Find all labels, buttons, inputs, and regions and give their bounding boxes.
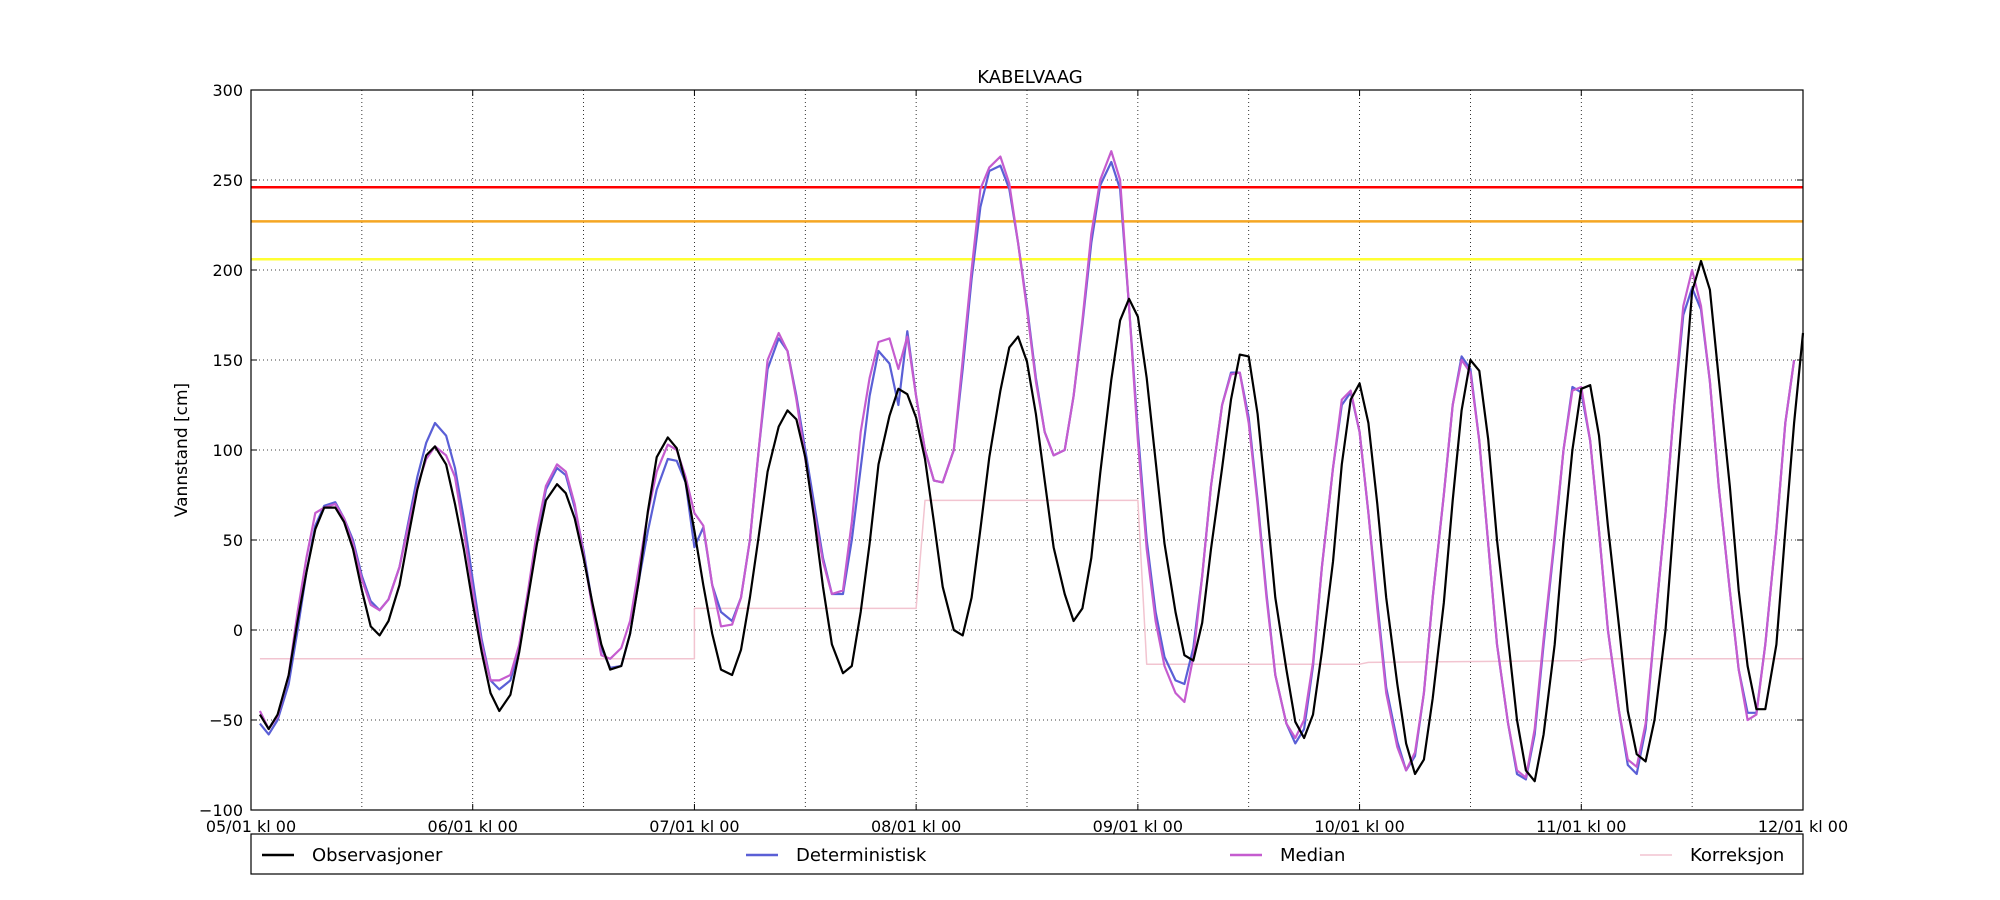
- threshold-lines: [251, 185, 1803, 261]
- y-tick-label: −50: [209, 711, 243, 730]
- y-tick-label: 250: [212, 171, 243, 190]
- x-tick-label: 08/01 kl 00: [871, 817, 961, 836]
- series-line-korreksjon: [259, 499, 1803, 665]
- chart-title: KABELVAAG: [977, 67, 1083, 88]
- x-tick-label: 09/01 kl 00: [1093, 817, 1183, 836]
- x-tick-label: 07/01 kl 00: [649, 817, 739, 836]
- x-tick-label: 05/01 kl 00: [206, 817, 296, 836]
- series-lines: [258, 150, 1805, 783]
- y-tick-label: 300: [212, 81, 243, 100]
- legend-label: Deterministisk: [796, 845, 927, 866]
- legend-label: Observasjoner: [312, 845, 443, 866]
- y-tick-label: 0: [233, 621, 243, 640]
- y-tick-label: −100: [199, 801, 243, 820]
- series-line-median: [258, 150, 1796, 779]
- legend: Observasjoner Deterministisk Median Korreks…: [250, 833, 1804, 875]
- legend-label: Median: [1280, 845, 1345, 866]
- x-tick-label: 10/01 kl 00: [1314, 817, 1404, 836]
- y-axis-label: Vannstand [cm]: [172, 383, 192, 517]
- x-tick-label: 11/01 kl 00: [1536, 817, 1626, 836]
- y-tick-label: 150: [212, 351, 243, 370]
- x-tick-label: 12/01 kl 00: [1758, 817, 1848, 836]
- x-axis-ticks: 05/01 kl 00 06/01 kl 00 07/01 kl 00 08/01 k…: [206, 90, 1848, 836]
- series-line-observasjoner: [258, 259, 1805, 783]
- y-tick-label: 200: [212, 261, 243, 280]
- y-axis-ticks: −100 −50 0 50 100 150 200 250 300: [199, 81, 1803, 820]
- plot-area: −100 −50 0 50 100 150 200 250 300 05/01 kl 00 06/…: [199, 81, 1848, 836]
- legend-frame: [250, 833, 1804, 875]
- y-tick-label: 100: [212, 441, 243, 460]
- x-tick-label: 06/01 kl 00: [428, 817, 518, 836]
- legend-label: Korreksjon: [1690, 845, 1784, 866]
- y-tick-label: 50: [223, 531, 243, 550]
- legend-items: Observasjoner Deterministisk Median Korreks…: [262, 845, 1784, 866]
